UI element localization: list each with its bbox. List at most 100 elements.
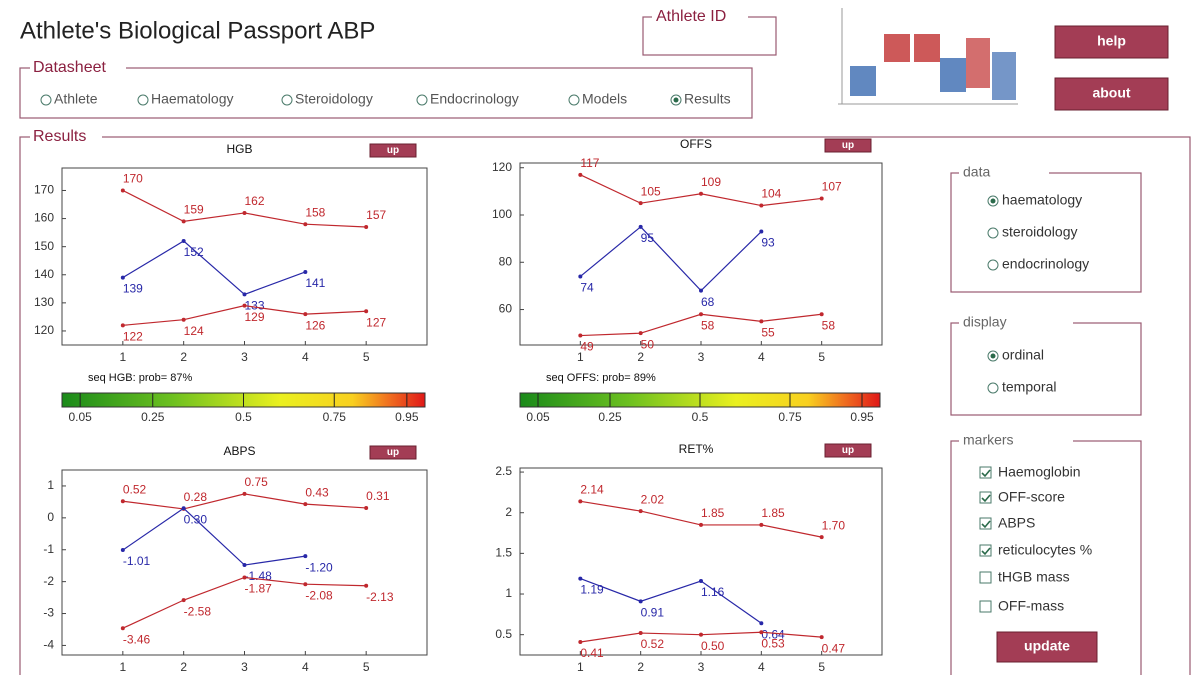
button-label[interactable]: up <box>842 140 854 151</box>
button-label[interactable]: up <box>842 445 854 456</box>
radio-dot[interactable] <box>990 198 996 204</box>
radio[interactable] <box>568 94 580 106</box>
tab-label[interactable]: Athlete <box>54 91 98 107</box>
colorbar-tick-label: 0.25 <box>598 410 622 424</box>
point <box>242 491 247 496</box>
option-label[interactable]: steroidology <box>1002 224 1078 240</box>
button[interactable] <box>996 631 1098 663</box>
button-label[interactable]: about <box>1092 85 1130 101</box>
colorbar-tick-label: 0.05 <box>68 410 92 424</box>
button[interactable] <box>824 138 872 153</box>
data-label: 159 <box>184 203 204 217</box>
check[interactable] <box>981 469 991 478</box>
tab-label[interactable]: Models <box>582 91 627 107</box>
colorbar-tick-label: 0.5 <box>235 410 252 424</box>
tab-label[interactable]: Endocrinology <box>430 91 519 107</box>
radio-dot[interactable] <box>673 97 679 103</box>
marker-label[interactable]: ABPS <box>998 515 1035 531</box>
button[interactable] <box>369 445 417 460</box>
point <box>242 210 247 215</box>
option-label[interactable]: haematology <box>1002 192 1082 208</box>
button[interactable] <box>369 143 417 158</box>
label-bg <box>652 8 748 26</box>
x-tick-label: 4 <box>302 350 309 364</box>
series-line <box>122 240 306 296</box>
marker-label[interactable]: reticulocytes % <box>998 542 1092 558</box>
x-tick-label: 1 <box>577 350 584 364</box>
data-label: -1.87 <box>245 582 273 596</box>
button-label[interactable]: up <box>387 447 399 458</box>
data-label: 74 <box>580 281 594 295</box>
option-label[interactable]: temporal <box>1002 379 1056 395</box>
checkbox[interactable] <box>979 571 992 584</box>
x-tick-label: 4 <box>758 350 765 364</box>
checkbox[interactable] <box>979 600 992 613</box>
point <box>578 172 583 177</box>
radio[interactable] <box>137 94 149 106</box>
point <box>578 576 583 581</box>
point <box>120 323 125 328</box>
point <box>364 225 369 229</box>
check[interactable] <box>981 547 991 556</box>
radio[interactable] <box>987 259 999 271</box>
marker-label[interactable]: OFF-score <box>998 489 1065 505</box>
point <box>759 319 764 324</box>
radio[interactable] <box>281 94 293 106</box>
marker-label[interactable]: Haemoglobin <box>998 464 1081 480</box>
option-label[interactable]: endocrinology <box>1002 256 1089 272</box>
marker-label[interactable]: tHGB mass <box>998 569 1070 585</box>
x-tick-label: 1 <box>577 660 584 674</box>
results-frame <box>19 136 1191 675</box>
point <box>120 626 125 631</box>
data-label: 50 <box>641 337 655 351</box>
button-label[interactable]: help <box>1097 33 1126 49</box>
point <box>181 317 186 322</box>
check[interactable] <box>981 520 991 529</box>
radio-dot[interactable] <box>990 353 996 359</box>
check[interactable] <box>981 494 991 503</box>
data-label: -2.58 <box>184 604 212 618</box>
data-label: 152 <box>184 245 204 259</box>
button[interactable] <box>1054 25 1169 59</box>
point <box>364 309 369 314</box>
data-label: 49 <box>580 340 594 354</box>
radio[interactable] <box>416 94 428 106</box>
data-label: 170 <box>123 172 143 186</box>
series-line <box>579 225 762 292</box>
tab-label[interactable]: Steroidology <box>295 91 373 107</box>
button-label[interactable]: update <box>1024 638 1070 654</box>
point <box>578 499 583 504</box>
point <box>759 203 764 208</box>
button-label[interactable]: up <box>387 145 399 156</box>
point <box>303 582 308 587</box>
checkbox[interactable] <box>979 544 992 557</box>
point <box>303 222 308 227</box>
button[interactable] <box>824 443 872 458</box>
data-label: 126 <box>305 318 325 332</box>
checkbox[interactable] <box>979 517 992 530</box>
tab-label[interactable]: Haematology <box>151 91 234 107</box>
chart-title: RET% <box>679 442 714 456</box>
y-tick-label: 0 <box>47 510 54 524</box>
button[interactable] <box>1054 77 1169 111</box>
data-label: 68 <box>701 295 715 309</box>
tab-label[interactable]: Results <box>684 91 731 107</box>
data-label: 1.16 <box>701 585 725 599</box>
radio[interactable] <box>40 94 52 106</box>
data-label: 141 <box>305 276 325 290</box>
data-label: 0.31 <box>366 489 390 503</box>
label-bg <box>959 433 1073 449</box>
data-label: -2.08 <box>305 588 333 602</box>
colorbar-tick-label: 0.95 <box>395 410 419 424</box>
data-label: 107 <box>822 180 842 194</box>
radio[interactable] <box>987 382 999 394</box>
checkbox[interactable] <box>979 466 992 479</box>
label-bg <box>30 128 102 146</box>
radio[interactable] <box>987 227 999 239</box>
point <box>638 201 643 206</box>
colorbar-tick-label: 0.75 <box>778 410 802 424</box>
checkbox[interactable] <box>979 491 992 504</box>
option-label[interactable]: ordinal <box>1002 347 1044 363</box>
marker-label[interactable]: OFF-mass <box>998 598 1064 614</box>
